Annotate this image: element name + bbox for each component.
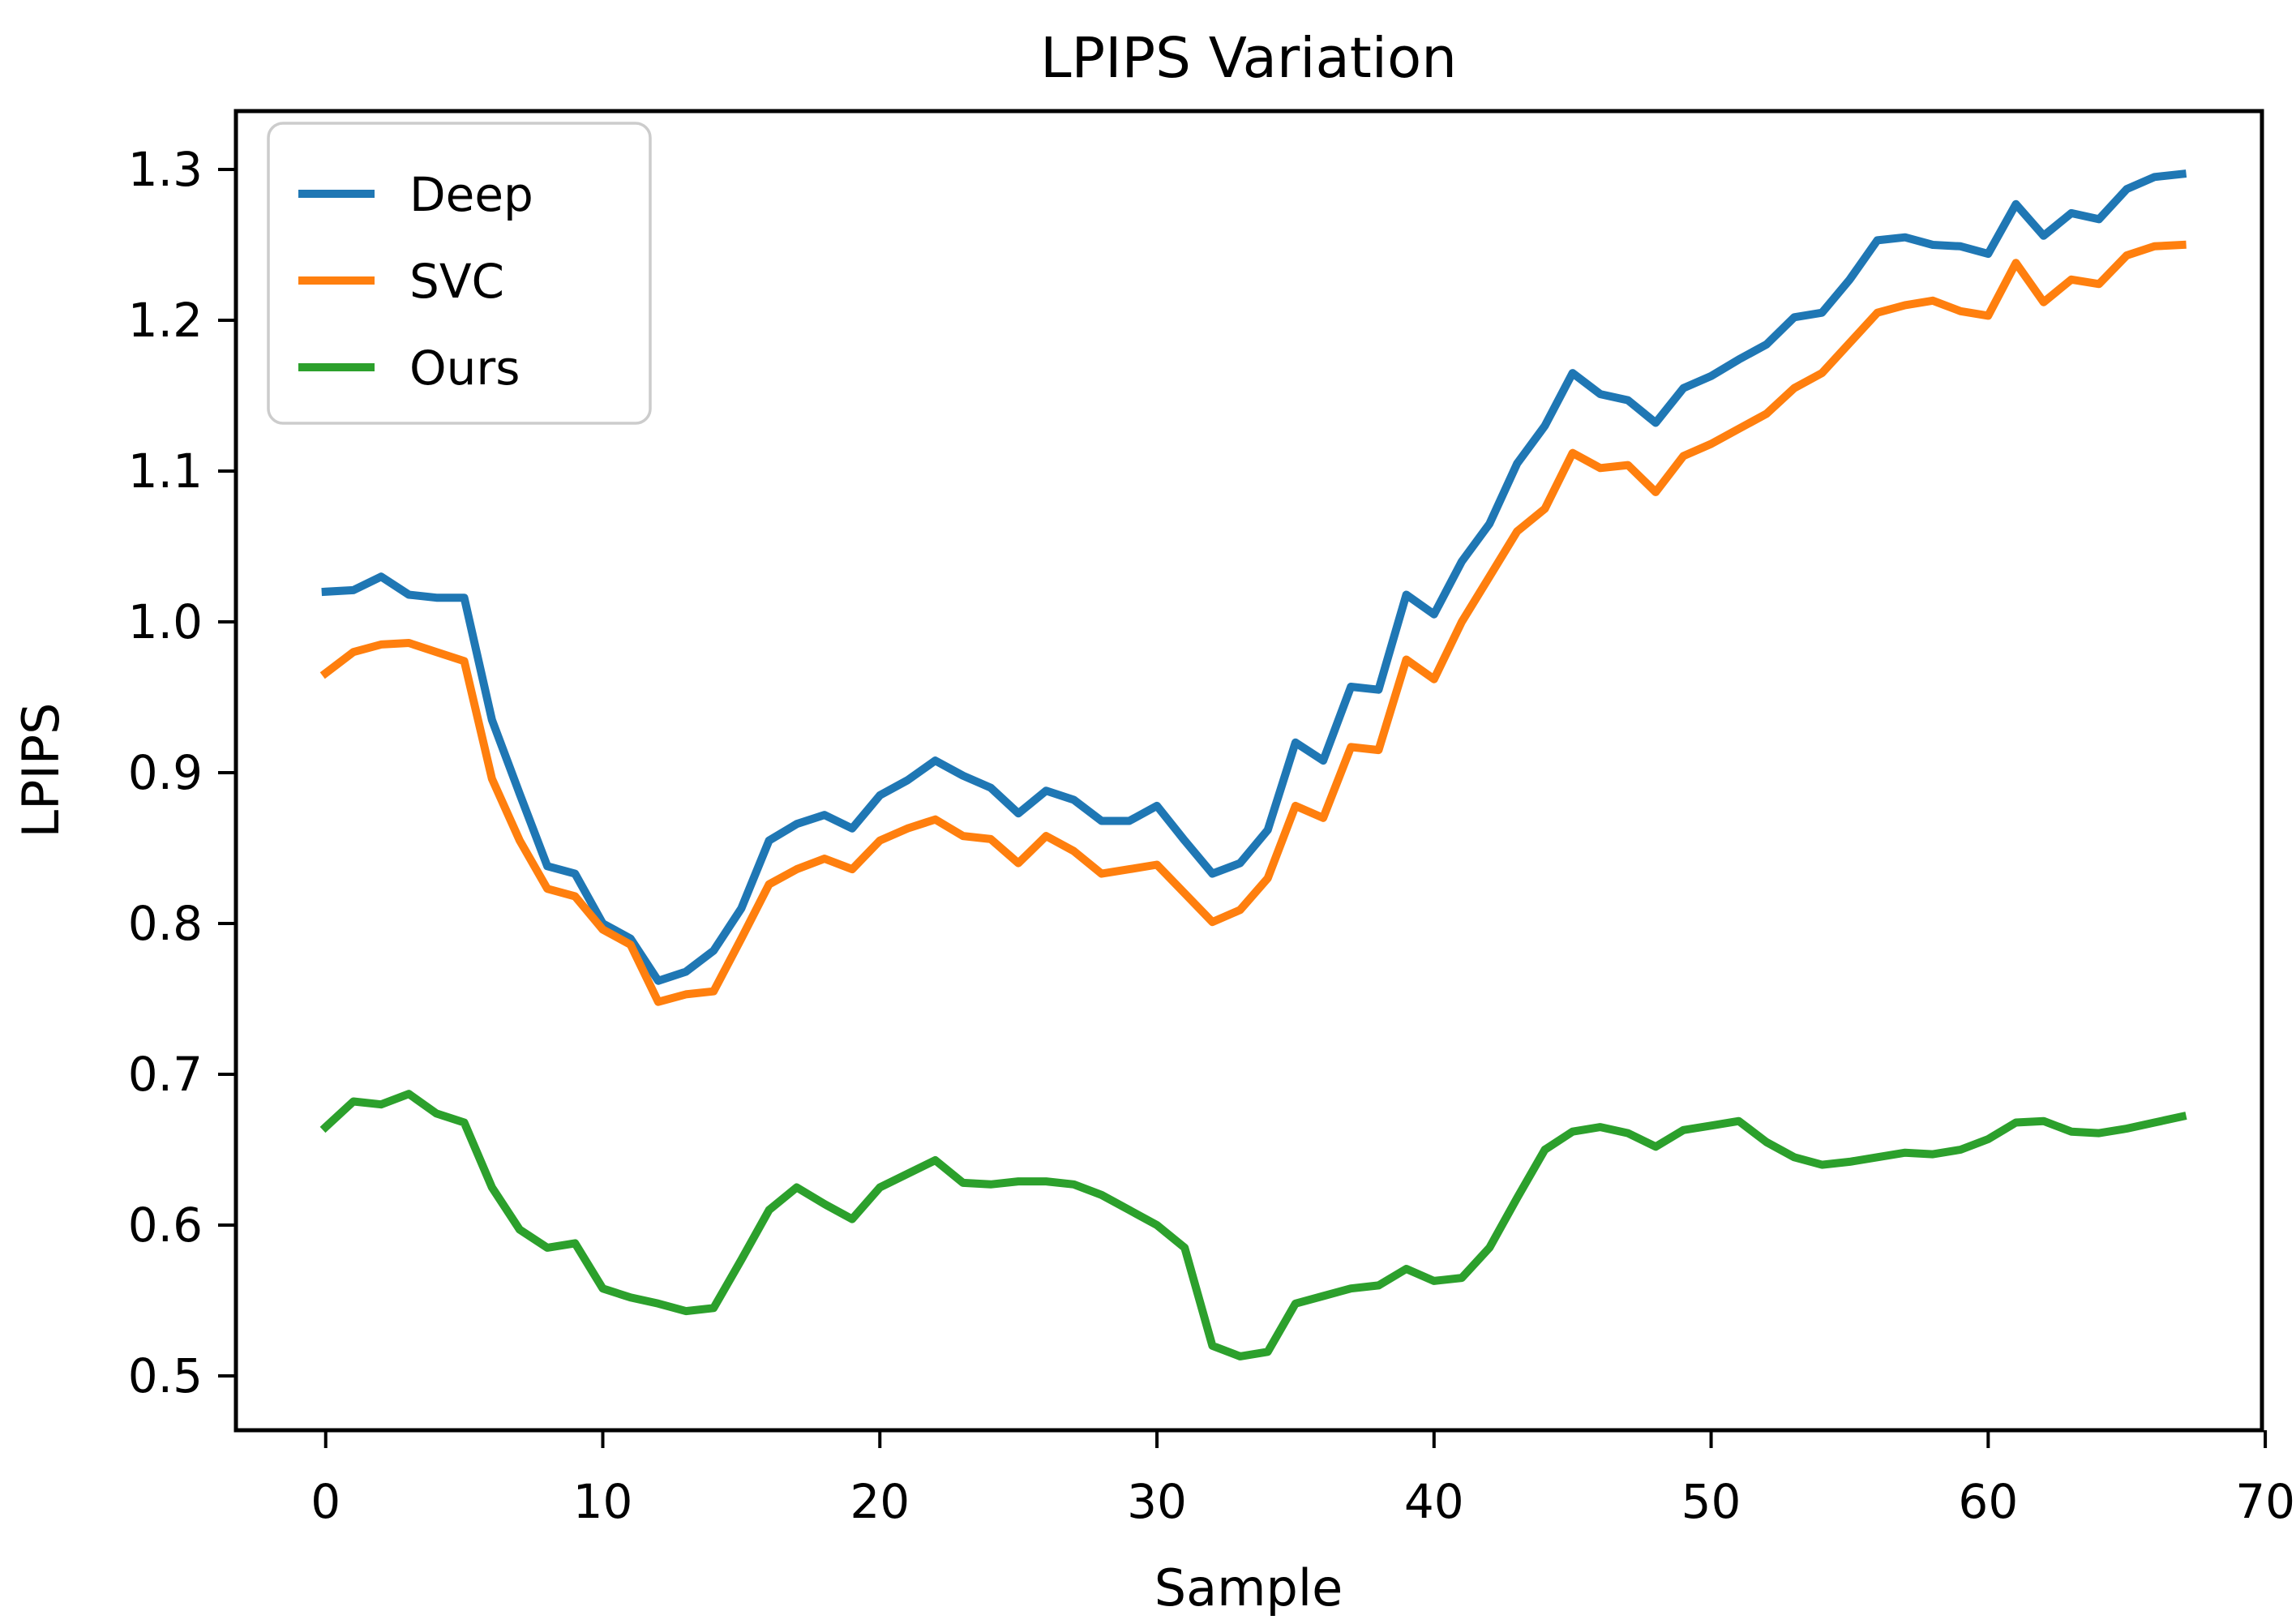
y-tick-label: 0.5 xyxy=(128,1348,203,1403)
x-tick-label: 0 xyxy=(311,1474,341,1529)
y-tick-label: 1.2 xyxy=(128,293,203,348)
x-tick-label: 60 xyxy=(1958,1474,2018,1529)
x-axis-label: Sample xyxy=(1154,1558,1343,1618)
series-lines xyxy=(319,169,2187,1360)
legend-label-svc: SVC xyxy=(409,254,504,309)
x-tick-label: 70 xyxy=(2235,1474,2295,1529)
x-tick-label: 20 xyxy=(850,1474,910,1529)
x-tick-label: 40 xyxy=(1404,1474,1464,1529)
x-tick-label: 30 xyxy=(1127,1474,1187,1529)
x-axis: 0 10 20 30 40 50 60 70 xyxy=(311,1430,2295,1529)
x-tick-label: 50 xyxy=(1681,1474,1741,1529)
y-tick-label: 0.6 xyxy=(128,1198,203,1253)
series-line-ours xyxy=(319,1090,2187,1360)
y-tick-label: 0.7 xyxy=(128,1047,203,1102)
legend-label-deep: Deep xyxy=(409,167,533,222)
y-axis-label: LPIPS xyxy=(11,703,71,838)
legend-label-ours: Ours xyxy=(409,341,520,396)
series-line-svc xyxy=(319,240,2187,1006)
legend: Deep SVC Ours xyxy=(267,122,652,425)
y-tick-label: 1.1 xyxy=(128,443,203,499)
chart-title: LPIPS Variation xyxy=(1040,26,1457,91)
y-tick-label: 1.3 xyxy=(128,142,203,197)
legend-box xyxy=(267,122,652,425)
y-tick-label: 0.8 xyxy=(128,896,203,951)
y-tick-label: 0.9 xyxy=(128,745,203,800)
y-tick-label: 1.0 xyxy=(128,594,203,649)
y-axis: 0.5 0.6 0.7 0.8 0.9 1.0 1.1 1.2 1.3 xyxy=(128,142,236,1403)
x-tick-label: 10 xyxy=(573,1474,633,1529)
axes-spines xyxy=(233,109,2264,1433)
